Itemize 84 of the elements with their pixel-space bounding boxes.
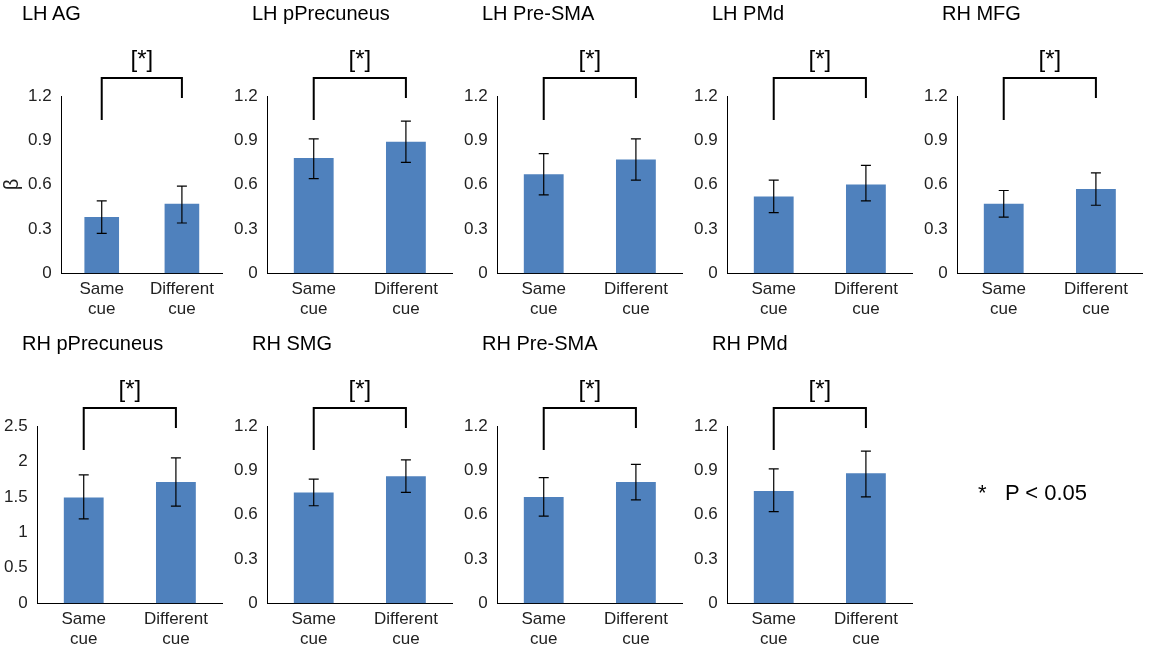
y-tick-label: 0 bbox=[938, 262, 948, 282]
y-tick-label: 0.3 bbox=[233, 548, 258, 568]
y-tick-label: 1.5 bbox=[3, 486, 28, 506]
text: * P < 0.05 bbox=[978, 480, 1088, 506]
y-tick-label: 1.2 bbox=[233, 85, 258, 105]
y-tick-label: 1.2 bbox=[233, 415, 258, 435]
y-tick-label: 0.6 bbox=[463, 174, 488, 194]
y-tick-label: 2 bbox=[18, 451, 28, 471]
y-tick-label: 0.5 bbox=[3, 557, 28, 577]
y-tick-label: 0.6 bbox=[693, 504, 718, 524]
x-tick-label: Different cue bbox=[1063, 279, 1129, 319]
x-tick-label: Different cue bbox=[833, 609, 899, 649]
chart-title: LH AG bbox=[22, 2, 81, 25]
y-axis-title: β bbox=[0, 178, 22, 191]
x-tick-label: Different cue bbox=[373, 279, 439, 319]
x-tick-label: Same cue bbox=[521, 279, 566, 319]
y-tick-label: 0 bbox=[478, 262, 488, 282]
chart-title: RH PMd bbox=[712, 332, 788, 355]
text: [*] bbox=[808, 374, 832, 402]
y-tick-label: 0.9 bbox=[463, 459, 488, 479]
chart-title: LH PMd bbox=[712, 2, 785, 25]
x-tick-label: Same cue bbox=[61, 609, 106, 649]
text: [*] bbox=[348, 44, 372, 72]
y-tick-label: 0 bbox=[248, 592, 258, 612]
y-tick-label: 0.6 bbox=[233, 504, 258, 524]
chart-title: RH SMG bbox=[252, 332, 332, 355]
text: [*] bbox=[118, 374, 142, 402]
text: [*] bbox=[130, 44, 154, 72]
y-tick-label: 0.3 bbox=[27, 218, 52, 238]
chart-title: LH Pre-SMA bbox=[482, 2, 595, 25]
y-tick-label: 0.9 bbox=[27, 129, 52, 149]
text: [*] bbox=[1038, 44, 1062, 72]
x-tick-label: Same cue bbox=[291, 279, 336, 319]
y-tick-label: 0.3 bbox=[693, 548, 718, 568]
y-tick-label: 1.2 bbox=[463, 415, 488, 435]
y-tick-label: 0.9 bbox=[693, 459, 718, 479]
y-tick-label: 0 bbox=[18, 592, 28, 612]
x-tick-label: Same cue bbox=[981, 279, 1026, 319]
y-tick-label: 0 bbox=[708, 262, 718, 282]
x-tick-label: Same cue bbox=[751, 609, 796, 649]
y-tick-label: 0.9 bbox=[693, 129, 718, 149]
text: [*] bbox=[578, 374, 602, 402]
y-tick-label: 0.6 bbox=[463, 504, 488, 524]
y-tick-label: 1.2 bbox=[27, 85, 52, 105]
y-tick-label: 0.3 bbox=[693, 218, 718, 238]
x-tick-label: Same cue bbox=[291, 609, 336, 649]
y-tick-label: 0.6 bbox=[923, 174, 948, 194]
y-tick-label: 0 bbox=[708, 592, 718, 612]
x-tick-label: Different cue bbox=[149, 279, 215, 319]
text: [*] bbox=[578, 44, 602, 72]
y-tick-label: 1.2 bbox=[693, 415, 718, 435]
y-tick-label: 1.2 bbox=[693, 85, 718, 105]
y-tick-label: 0.6 bbox=[693, 174, 718, 194]
x-tick-label: Different cue bbox=[603, 609, 669, 649]
chart-title: RH Pre-SMA bbox=[482, 332, 598, 355]
x-tick-label: Different cue bbox=[833, 279, 899, 319]
y-tick-label: 0.3 bbox=[923, 218, 948, 238]
y-tick-label: 0.9 bbox=[923, 129, 948, 149]
y-tick-label: 1 bbox=[18, 522, 28, 542]
chart-title: LH pPrecuneus bbox=[252, 2, 390, 25]
x-tick-label: Same cue bbox=[79, 279, 124, 319]
y-tick-label: 0.3 bbox=[233, 218, 258, 238]
y-tick-label: 0.9 bbox=[463, 129, 488, 149]
text: [*] bbox=[348, 374, 372, 402]
y-tick-label: 2.5 bbox=[3, 415, 28, 435]
x-tick-label: Same cue bbox=[521, 609, 566, 649]
y-tick-label: 0.6 bbox=[27, 174, 52, 194]
y-tick-label: 0.6 bbox=[233, 174, 258, 194]
y-tick-label: 0 bbox=[478, 592, 488, 612]
x-tick-label: Different cue bbox=[143, 609, 209, 649]
y-tick-label: 0 bbox=[248, 262, 258, 282]
chart-title: RH pPrecuneus bbox=[22, 332, 164, 355]
y-tick-label: 0.9 bbox=[233, 459, 258, 479]
y-tick-label: 0 bbox=[42, 262, 52, 282]
y-tick-label: 0.9 bbox=[233, 129, 258, 149]
text: [*] bbox=[808, 44, 832, 72]
y-tick-label: 0.3 bbox=[463, 218, 488, 238]
y-tick-label: 0.3 bbox=[463, 548, 488, 568]
x-tick-label: Different cue bbox=[603, 279, 669, 319]
y-tick-label: 1.2 bbox=[923, 85, 948, 105]
x-tick-label: Same cue bbox=[751, 279, 796, 319]
y-tick-label: 1.2 bbox=[463, 85, 488, 105]
x-tick-label: Different cue bbox=[373, 609, 439, 649]
chart-title: RH MFG bbox=[942, 2, 1021, 25]
